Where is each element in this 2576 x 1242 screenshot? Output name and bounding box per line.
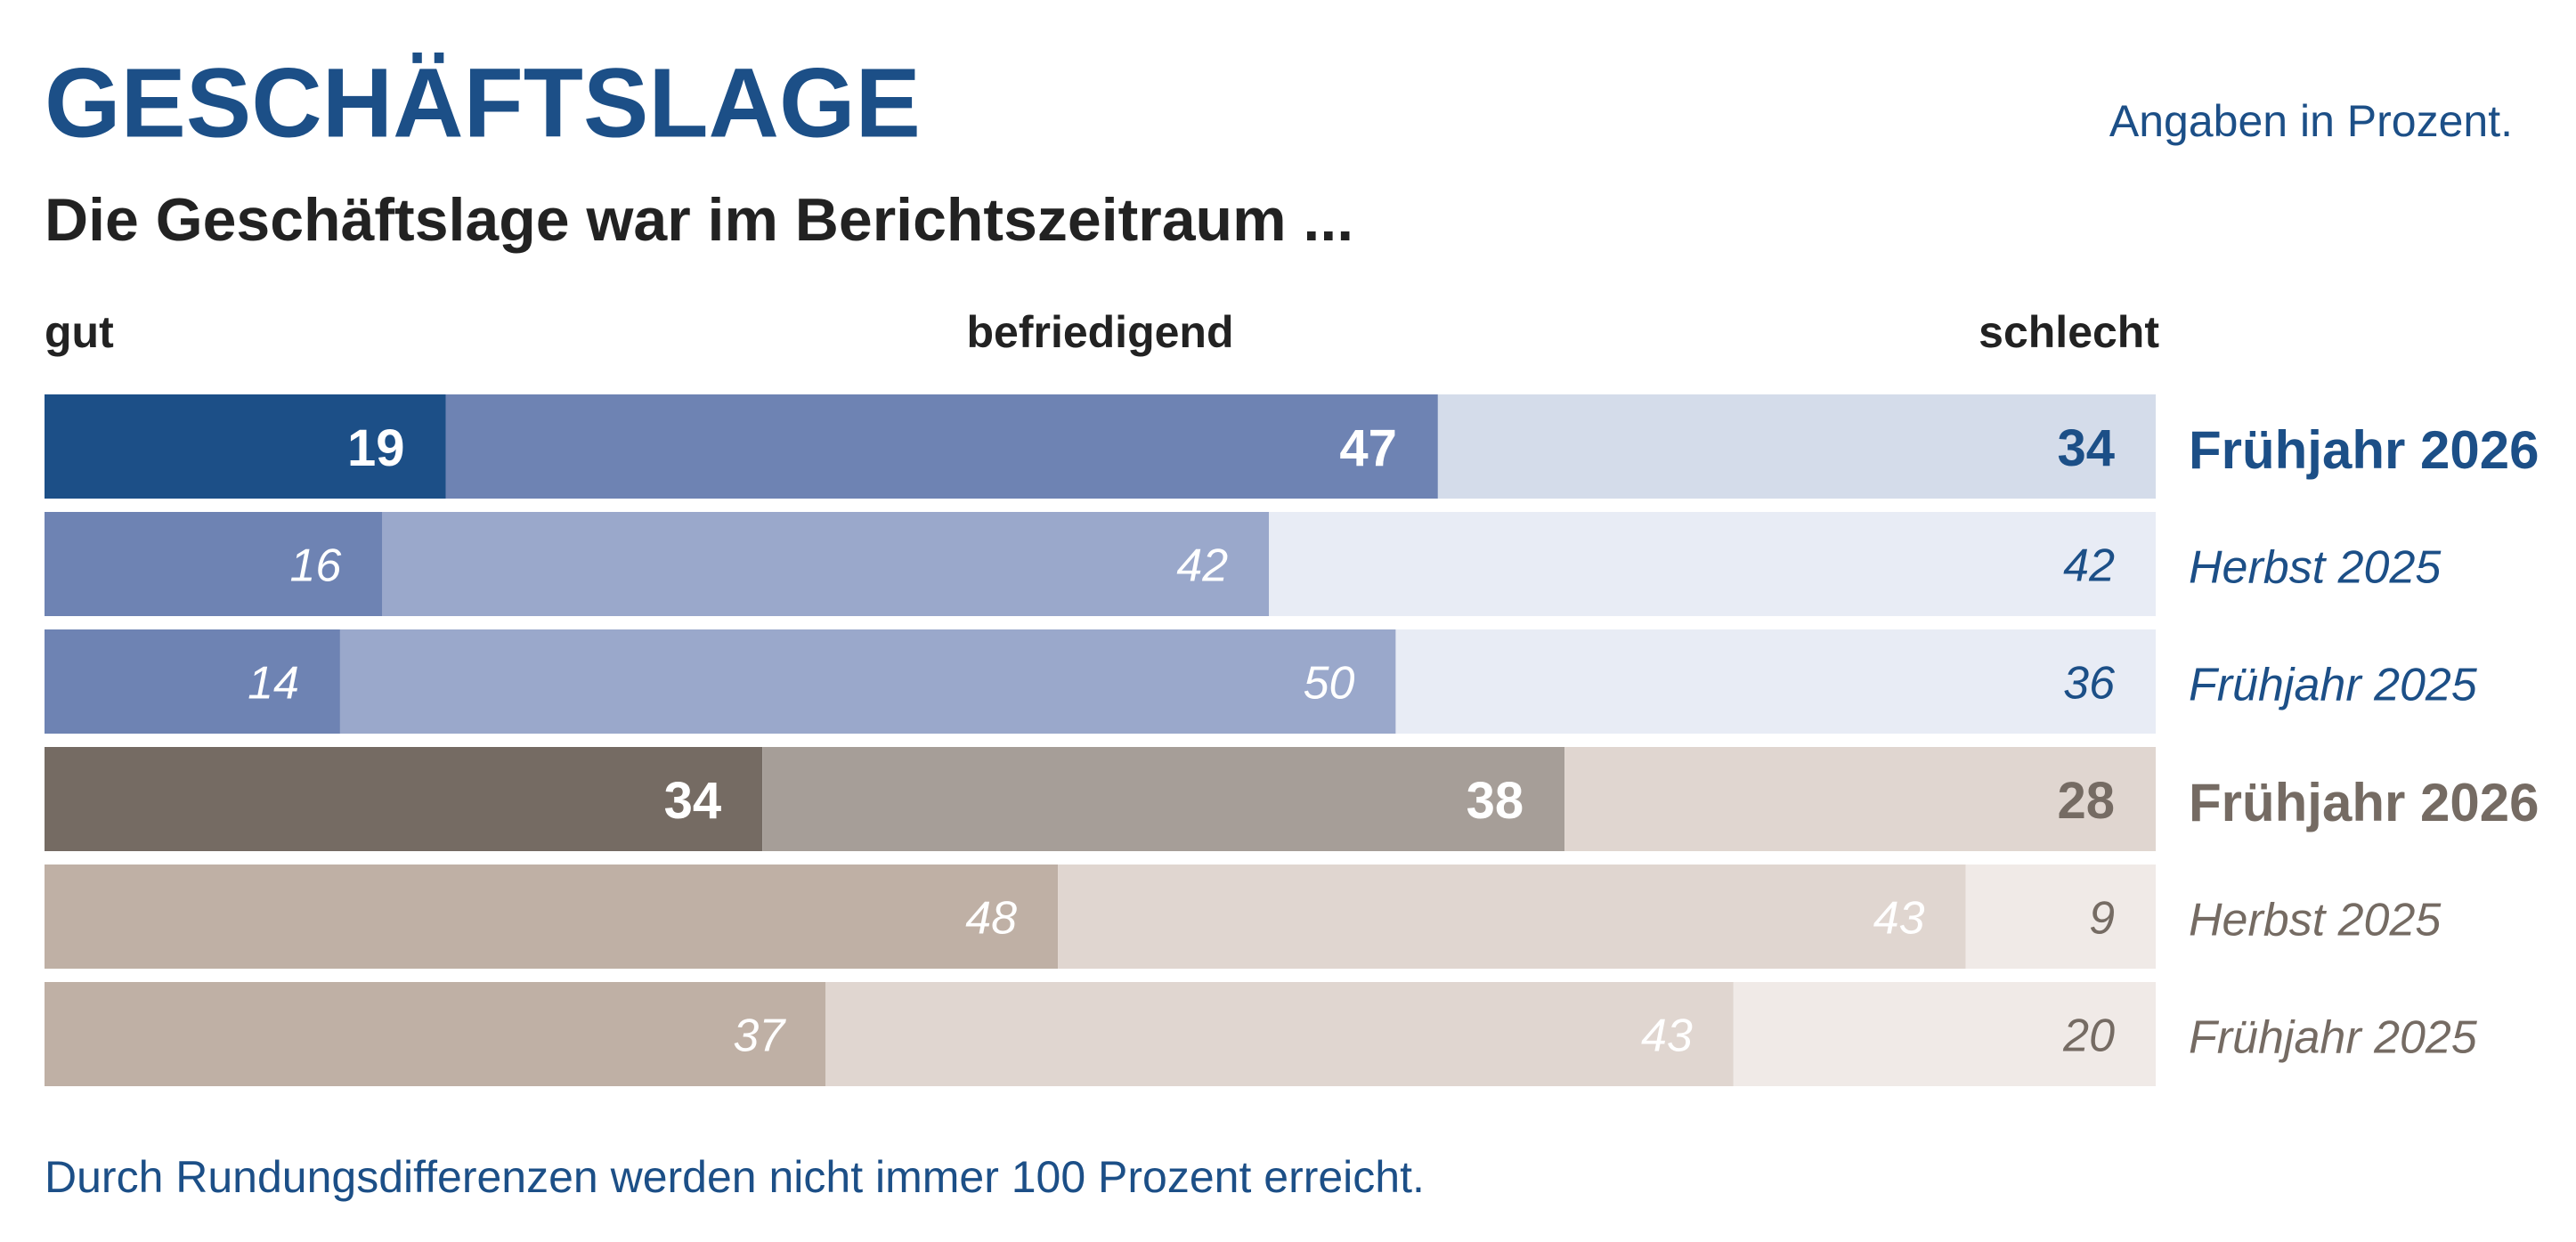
value-label: 34 — [664, 772, 722, 830]
row-label: Herbst 2025 — [2189, 895, 2442, 946]
chart-title: GESCHÄFTSLAGE — [45, 49, 921, 158]
bar-segment — [1058, 865, 1966, 969]
bar-segment — [1564, 747, 2156, 851]
value-label: 28 — [2057, 772, 2115, 830]
unit-note: Angaben in Prozent. — [2109, 96, 2513, 146]
value-label: 47 — [1339, 419, 1397, 477]
bar-segment — [1965, 865, 2156, 969]
row-label: Frühjahr 2025 — [2189, 1012, 2478, 1064]
value-label: 42 — [1176, 540, 1228, 592]
value-label: 43 — [1641, 1011, 1693, 1062]
bar-segment — [45, 512, 383, 616]
value-label: 19 — [347, 419, 405, 477]
value-label: 37 — [733, 1011, 786, 1062]
column-header: befriedigend — [966, 307, 1233, 357]
bar-segment — [45, 394, 446, 499]
bar-segment — [382, 512, 1270, 616]
bar-segment — [45, 865, 1059, 969]
bar-segment — [825, 982, 1734, 1086]
bar-segment — [1437, 394, 2156, 499]
bar-segment — [45, 629, 340, 734]
value-label: 48 — [965, 893, 1017, 945]
column-header: gut — [45, 307, 114, 357]
bar-segment — [445, 394, 1438, 499]
bar-segment — [1395, 629, 2156, 734]
value-label: 20 — [2062, 1011, 2115, 1062]
value-label: 42 — [2063, 540, 2115, 592]
bar-segment — [1733, 982, 2156, 1086]
row-label: Frühjahr 2025 — [2189, 660, 2478, 711]
footnote: Durch Rundungsdifferenzen werden nicht i… — [45, 1152, 1425, 1202]
bar-segment — [45, 747, 763, 851]
bar-segment — [762, 747, 1565, 851]
bar-segment — [45, 982, 826, 1086]
value-label: 9 — [2089, 893, 2115, 945]
value-label: 14 — [248, 658, 299, 710]
bar-segment — [339, 629, 1396, 734]
value-label: 50 — [1304, 658, 1355, 710]
value-label: 43 — [1873, 893, 1925, 945]
column-header: schlecht — [1979, 307, 2159, 357]
row-label: Frühjahr 2026 — [2189, 773, 2539, 832]
row-label: Herbst 2025 — [2189, 542, 2442, 594]
bar-segment — [1269, 512, 2156, 616]
value-label: 34 — [2057, 419, 2115, 477]
row-label: Frühjahr 2026 — [2189, 420, 2539, 480]
value-label: 38 — [1467, 772, 1524, 830]
value-label: 36 — [2063, 658, 2115, 710]
value-label: 16 — [290, 540, 342, 592]
subtitle: Die Geschäftslage war im Berichtszeitrau… — [45, 186, 1353, 254]
